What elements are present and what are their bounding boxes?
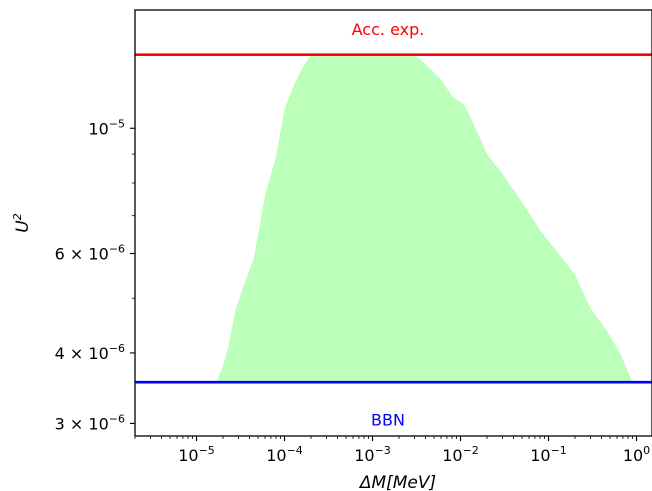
y-axis-label-sup: 2 [11, 213, 24, 220]
x-tick-label-3: 10−2 [442, 444, 479, 465]
x-tick-label-5: 100 [623, 444, 650, 465]
x-axis-label: ΔM[MeV] [358, 473, 436, 491]
y-tick-label-0: 3 × 10−6 [55, 412, 125, 433]
x-tick-label-0: 10−5 [178, 444, 215, 465]
y-tick-label-1: 4 × 10−6 [55, 342, 125, 363]
limit-label-1: BBN [371, 410, 405, 429]
y-axis-label: U2 [11, 213, 33, 232]
y-axis-label-base: U [13, 220, 33, 233]
y-tick-label-2: 6 × 10−6 [55, 242, 125, 263]
allowed-region [216, 54, 633, 383]
plot-frame [134, 9, 652, 437]
x-tick-label-1: 10−4 [266, 444, 303, 465]
y-tick-label-3: 10−5 [88, 117, 125, 138]
limit-label-0: Acc. exp. [352, 20, 425, 39]
x-tick-label-4: 10−1 [530, 444, 567, 465]
x-tick-label-2: 10−3 [354, 444, 391, 465]
